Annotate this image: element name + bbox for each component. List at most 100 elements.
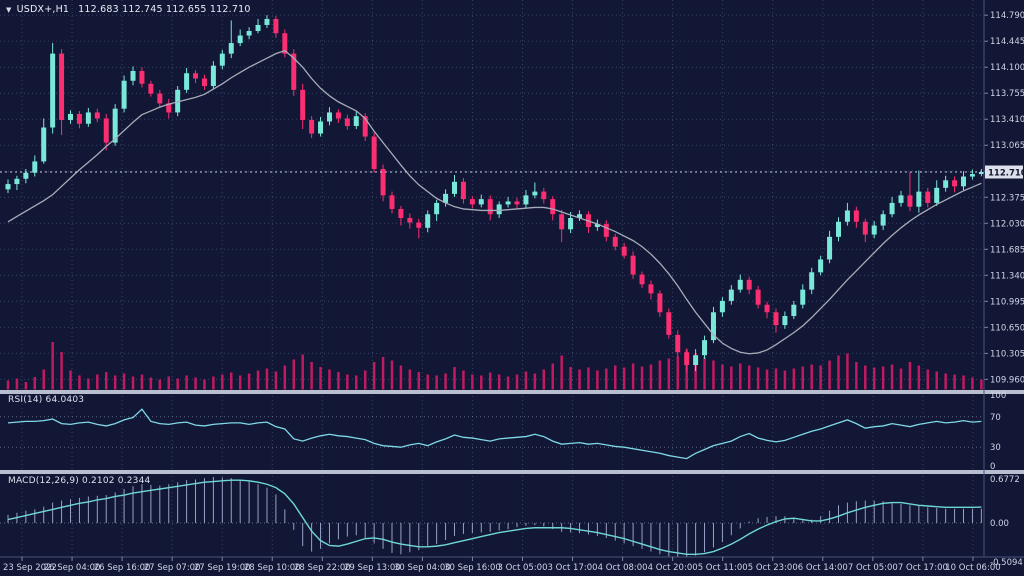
volume-bar — [890, 364, 894, 390]
volume-bar — [230, 372, 233, 390]
candle-bull — [737, 279, 743, 290]
candle-bear — [487, 199, 493, 215]
rsi-scale-label: 100 — [990, 391, 1006, 401]
rsi-pane[interactable] — [0, 408, 984, 460]
candle-bull — [568, 217, 574, 230]
volume-bar — [881, 366, 885, 390]
time-axis-label: 30 Sep 04:00 — [394, 563, 451, 573]
volume-bar — [926, 369, 930, 390]
candle-bear — [300, 89, 306, 120]
volume-bar — [69, 370, 72, 390]
candle-bull — [326, 112, 332, 122]
candle-bull — [255, 24, 261, 32]
candle-bull — [41, 127, 47, 162]
time-axis-label: 27 Sep 07:00 — [144, 563, 201, 573]
volume-bar — [819, 365, 822, 390]
volume-bar — [6, 380, 10, 390]
symbol-dropdown-icon[interactable]: ▼ — [6, 5, 12, 14]
volume-bar — [953, 374, 956, 390]
candle-bear — [148, 83, 154, 94]
volume-bar — [185, 375, 188, 390]
ohlc-values: 112.683 112.745 112.655 112.710 — [78, 4, 251, 15]
volume-bar — [426, 374, 429, 390]
volume-bar — [435, 375, 438, 390]
candle-bull — [702, 340, 708, 356]
candle-bear — [371, 136, 377, 169]
candle-bull — [130, 70, 136, 81]
volume-bar — [515, 374, 519, 390]
candle-bear — [273, 18, 279, 34]
volume-bar — [962, 375, 965, 390]
chart-plot-area[interactable] — [0, 15, 984, 373]
volume-bar — [864, 365, 867, 390]
volume-bar — [569, 367, 572, 390]
candle-bull — [68, 113, 74, 120]
volume-bar — [533, 373, 537, 390]
candle-bull — [452, 181, 457, 194]
volume-bar — [658, 360, 662, 390]
candle-bull — [827, 236, 833, 260]
volume-bar — [667, 358, 671, 390]
candle-bear — [559, 214, 565, 230]
candle-bear — [139, 70, 145, 84]
volume-bar — [33, 377, 37, 390]
volume-bar — [256, 370, 260, 390]
candle-bull — [264, 18, 270, 25]
volume-bar — [980, 379, 983, 390]
volume-bar — [480, 375, 483, 390]
volume-bar — [783, 370, 787, 390]
candle-bear — [282, 33, 288, 54]
volume-bar — [640, 366, 644, 390]
macd-pane[interactable] — [0, 476, 984, 557]
candle-bull — [710, 312, 716, 341]
price-axis-label: 112.030 — [990, 219, 1024, 229]
candle-bull — [210, 65, 216, 87]
candle-bear — [925, 191, 931, 203]
candle-bear — [380, 168, 386, 196]
time-axis-label: 3 Oct 17:00 — [548, 563, 598, 573]
candle-bear — [193, 73, 199, 79]
volume-bar — [444, 373, 447, 390]
panel-separator[interactable] — [0, 390, 1024, 394]
candle-bull — [112, 108, 118, 143]
candle-bull — [246, 31, 252, 36]
volume-bar — [917, 365, 921, 390]
volume-bar — [212, 376, 215, 390]
candle-bear — [291, 53, 297, 90]
rsi-line — [7, 408, 982, 460]
candle-bull — [5, 184, 11, 190]
price-axis[interactable]: 114.790 114.445 114.100 113.755 113.410 113.0… — [983, 0, 1024, 568]
candle-bear — [675, 334, 681, 353]
volume-bar — [319, 367, 322, 390]
volume-bar — [596, 370, 599, 390]
panel-separator[interactable] — [0, 470, 1024, 474]
time-axis-label: 29 Sep 13:00 — [344, 563, 401, 573]
candle-bear — [630, 255, 636, 275]
volume-bar — [756, 367, 760, 390]
volume-bar — [613, 365, 617, 390]
volume-bar — [462, 370, 465, 390]
volume-bar — [310, 362, 313, 390]
candle-bull — [505, 201, 511, 205]
candle-bull — [871, 225, 877, 235]
candle-bear — [166, 103, 172, 113]
time-axis-label: 30 Sep 16:00 — [444, 563, 501, 573]
volume-bar — [328, 369, 331, 390]
time-axis-label: 7 Oct 05:00 — [848, 563, 898, 573]
candle-bull — [184, 73, 190, 90]
candle-bear — [755, 289, 761, 305]
candle-bull — [844, 210, 850, 222]
candle-bull — [23, 172, 29, 179]
candle-bull — [434, 202, 440, 215]
volume-bar — [78, 375, 81, 390]
time-axis-label: 28 Sep 22:00 — [294, 563, 351, 573]
volume-bar — [837, 355, 840, 390]
volume-bar — [801, 366, 805, 390]
time-axis-label: 3 Oct 05:00 — [497, 563, 547, 573]
price-axis-label: 109.960 — [990, 375, 1024, 385]
volume-bar — [292, 359, 296, 390]
price-axis-label: 110.305 — [990, 349, 1024, 359]
volume-bar — [417, 372, 421, 390]
